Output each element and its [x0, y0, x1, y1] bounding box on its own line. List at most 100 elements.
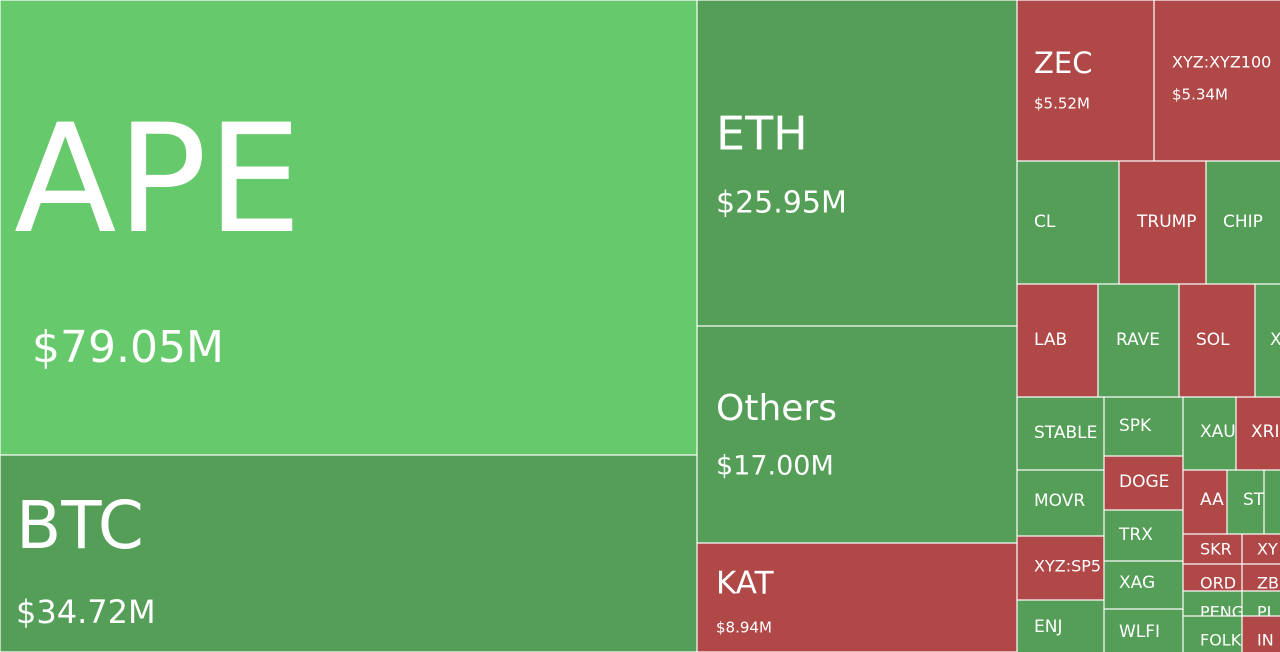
- tile: [1017, 600, 1104, 652]
- tile-group[interactable]: SKR: [1183, 534, 1242, 564]
- tile-group[interactable]: FOLK: [1183, 616, 1242, 652]
- tile-label: XAU: [1200, 422, 1236, 442]
- tile-group[interactable]: CL: [1017, 161, 1119, 284]
- tile-label: XAG: [1119, 573, 1155, 593]
- tile: [1183, 591, 1242, 616]
- tile: [1242, 591, 1280, 616]
- tile-value: $25.95M: [716, 186, 847, 221]
- tile-value: $34.72M: [16, 593, 156, 631]
- tile: [1119, 161, 1206, 284]
- tile: [697, 543, 1017, 652]
- tile-label: STABLE: [1034, 423, 1097, 443]
- tile: [1104, 510, 1183, 561]
- tile-group[interactable]: PENG: [1183, 591, 1244, 622]
- tile-label: LAB: [1034, 330, 1067, 350]
- tile-label: IN: [1257, 631, 1274, 650]
- tile-group[interactable]: XYZ:SP5: [1017, 536, 1104, 600]
- tile-label: ENJ: [1034, 617, 1062, 637]
- tile-group[interactable]: ETH $25.95M: [697, 0, 1017, 326]
- tile-label: ST: [1243, 490, 1265, 510]
- tile-group[interactable]: ZEC $5.52M: [1017, 0, 1154, 161]
- tile-group[interactable]: XYZ:XYZ100 $5.34M: [1154, 0, 1280, 161]
- tile: [1227, 470, 1264, 534]
- tile-group[interactable]: DOGE: [1104, 456, 1183, 510]
- tile-group[interactable]: WLFI: [1104, 609, 1183, 652]
- tile-label: WLFI: [1119, 622, 1160, 642]
- tile-group[interactable]: X: [1255, 284, 1280, 397]
- tile-group[interactable]: SOL: [1179, 284, 1255, 397]
- tile-group[interactable]: APE $79.05M: [0, 0, 697, 455]
- tile: [1183, 534, 1242, 564]
- tile-group[interactable]: STABLE: [1017, 397, 1104, 470]
- tile-label: ZB: [1257, 574, 1279, 593]
- tile-value: $5.52M: [1034, 95, 1090, 113]
- tile-value: $79.05M: [32, 322, 224, 373]
- tile: [1179, 284, 1255, 397]
- tile-group[interactable]: XRI: [1236, 397, 1280, 470]
- tile-label: KAT: [716, 566, 775, 602]
- tile: [1017, 536, 1104, 600]
- tile-label: CHIP: [1223, 212, 1263, 232]
- tile-label: X: [1270, 330, 1280, 350]
- tile: [1017, 470, 1104, 536]
- tile: [1183, 616, 1242, 652]
- tile-group[interactable]: ST: [1227, 470, 1265, 534]
- tile-label: RAVE: [1116, 330, 1160, 350]
- tile: [1104, 609, 1183, 652]
- tile-group[interactable]: MOVR: [1017, 470, 1104, 536]
- tile: [1154, 0, 1280, 161]
- tile: [1017, 284, 1098, 397]
- tile-group[interactable]: IN: [1242, 616, 1280, 652]
- tile-group[interactable]: TRX: [1104, 510, 1183, 561]
- tile-group[interactable]: KAT $8.94M: [697, 543, 1017, 652]
- tile-group[interactable]: BTC $34.72M: [0, 455, 697, 652]
- tile-label: ZEC: [1034, 46, 1092, 80]
- tile-group[interactable]: TRUMP: [1119, 161, 1206, 284]
- tile-value: $17.00M: [716, 451, 834, 482]
- tile: [1104, 456, 1183, 510]
- tile-group[interactable]: ENJ: [1017, 600, 1104, 652]
- tile-group[interactable]: ZB: [1242, 564, 1280, 593]
- tile: [1183, 470, 1227, 534]
- tile-group[interactable]: PL: [1242, 591, 1280, 622]
- tile-group[interactable]: XAG: [1104, 561, 1183, 609]
- tile-group[interactable]: Others $17.00M: [697, 326, 1017, 543]
- tile-label: SOL: [1196, 330, 1230, 350]
- tile: [1017, 0, 1154, 161]
- tile-label: XRI: [1251, 422, 1279, 442]
- tile-group[interactable]: [1264, 470, 1280, 534]
- tile-group[interactable]: RAVE: [1098, 284, 1179, 397]
- tile-label: BTC: [16, 487, 144, 564]
- tile-group[interactable]: XAU: [1183, 397, 1236, 470]
- tile-label: MOVR: [1034, 491, 1085, 511]
- tile-label: FOLK: [1200, 631, 1242, 650]
- tile-group[interactable]: LAB: [1017, 284, 1098, 397]
- tile-group[interactable]: XY: [1242, 534, 1280, 564]
- tile-label: SPK: [1119, 416, 1152, 436]
- tile: [1242, 616, 1280, 652]
- tile-group[interactable]: ORD: [1183, 564, 1242, 593]
- tile-label: XYZ:XYZ100: [1172, 53, 1271, 72]
- tile-label: ETH: [716, 107, 808, 161]
- tile: [1236, 397, 1280, 470]
- tile-label: XY: [1257, 540, 1278, 559]
- tile-label: PL: [1257, 603, 1276, 622]
- tile-group[interactable]: AA: [1183, 470, 1227, 534]
- tile: [1183, 564, 1242, 591]
- tile: [1206, 161, 1280, 284]
- tile-label: TRX: [1118, 525, 1153, 545]
- tile: [0, 0, 697, 455]
- tile-group[interactable]: CHIP: [1206, 161, 1280, 284]
- tile-label: TRUMP: [1136, 212, 1197, 232]
- tile-label: DOGE: [1119, 472, 1169, 492]
- tile-label: CL: [1034, 212, 1056, 232]
- tile-value: $5.34M: [1172, 86, 1228, 104]
- tile: [1098, 284, 1179, 397]
- tile-group[interactable]: SPK: [1104, 397, 1183, 456]
- tile: [1104, 397, 1183, 456]
- tile: [1183, 397, 1236, 470]
- tile: [0, 455, 697, 652]
- tile: [697, 0, 1017, 326]
